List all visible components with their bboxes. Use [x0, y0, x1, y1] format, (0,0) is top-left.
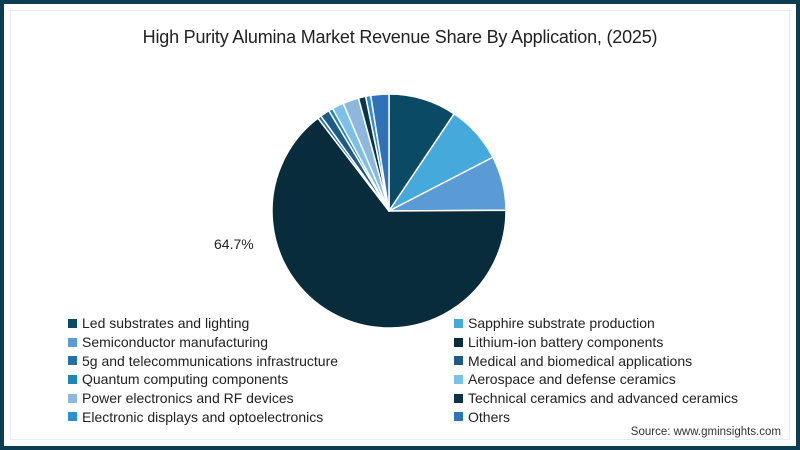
legend-label: Sapphire substrate production: [468, 315, 655, 332]
legend-item: Semiconductor manufacturing: [68, 333, 454, 352]
legend-item: Lithium-ion battery components: [454, 333, 754, 352]
legend-label: Medical and biomedical applications: [468, 352, 693, 369]
chart-legend: Led substrates and lighting Sapphire sub…: [68, 314, 768, 426]
legend-swatch: [454, 374, 463, 384]
pie-slice: Lithium-ion battery components: [271, 117, 507, 329]
legend-item: Quantum computing components: [68, 370, 454, 389]
legend-label: Led substrates and lighting: [82, 315, 250, 332]
legend-label: Technical ceramics and advanced ceramics: [468, 390, 739, 407]
legend-swatch: [454, 356, 463, 366]
legend-swatch: [68, 393, 77, 403]
legend-item: Others: [454, 407, 754, 426]
legend-swatch: [454, 412, 463, 422]
slice-label-lithium-ion: 64.7%: [214, 236, 254, 252]
legend-swatch: [68, 356, 77, 366]
legend-item: Sapphire substrate production: [454, 314, 754, 333]
legend-item: Led substrates and lighting: [68, 314, 454, 333]
legend-label: Electronic displays and optoelectronics: [82, 408, 324, 425]
legend-swatch: [68, 318, 77, 328]
legend-label: Others: [468, 408, 511, 425]
chart-title: High Purity Alumina Market Revenue Share…: [142, 27, 658, 47]
legend-swatch: [68, 374, 77, 384]
legend-label: Lithium-ion battery components: [468, 334, 664, 351]
legend-item: Aerospace and defense ceramics: [454, 370, 754, 389]
legend-item: Technical ceramics and advanced ceramics: [454, 389, 754, 408]
legend-item: Power electronics and RF devices: [68, 389, 454, 408]
source-note: Source: www.gminsights.com: [630, 426, 781, 438]
legend-label: 5g and telecommunications infrastructure: [82, 352, 339, 369]
legend-label: Quantum computing components: [82, 371, 289, 388]
legend-swatch: [454, 337, 463, 347]
pie-slice: Others: [369, 93, 390, 212]
legend-label: Power electronics and RF devices: [82, 390, 294, 407]
legend-swatch: [68, 337, 77, 347]
legend-swatch: [68, 412, 77, 422]
legend-item: Medical and biomedical applications: [454, 351, 754, 370]
legend-label: Semiconductor manufacturing: [82, 334, 268, 351]
legend-item: 5g and telecommunications infrastructure: [68, 351, 454, 370]
legend-label: Aerospace and defense ceramics: [468, 371, 676, 388]
legend-swatch: [454, 318, 463, 328]
legend-item: Electronic displays and optoelectronics: [68, 407, 454, 426]
legend-swatch: [454, 393, 463, 403]
